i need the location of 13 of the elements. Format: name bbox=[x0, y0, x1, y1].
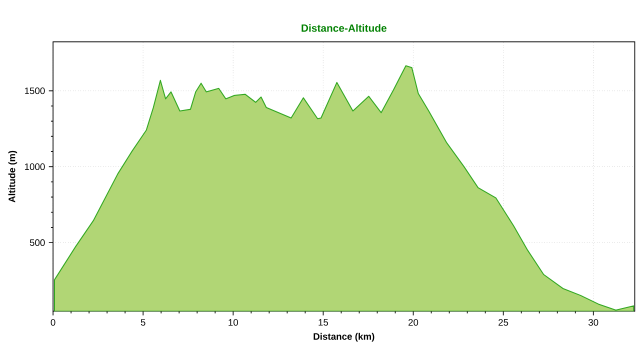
y-tick-label: 1500 bbox=[24, 88, 45, 94]
x-tick-label: 25 bbox=[498, 319, 508, 326]
y-tick-label: 500 bbox=[30, 239, 45, 246]
x-tick-label: 5 bbox=[140, 319, 146, 326]
chart-title: Distance-Altitude bbox=[302, 24, 386, 32]
x-tick-label: 0 bbox=[50, 319, 56, 326]
x-tick-label: 20 bbox=[408, 319, 418, 326]
x-tick-label: 10 bbox=[228, 319, 238, 326]
x-axis-title: Distance (km) bbox=[314, 333, 374, 342]
x-tick-label: 15 bbox=[318, 319, 328, 326]
x-tick-label: 30 bbox=[588, 319, 598, 326]
y-axis-title: Altitude (m) bbox=[8, 150, 18, 202]
y-tick-label: 1000 bbox=[24, 164, 45, 170]
